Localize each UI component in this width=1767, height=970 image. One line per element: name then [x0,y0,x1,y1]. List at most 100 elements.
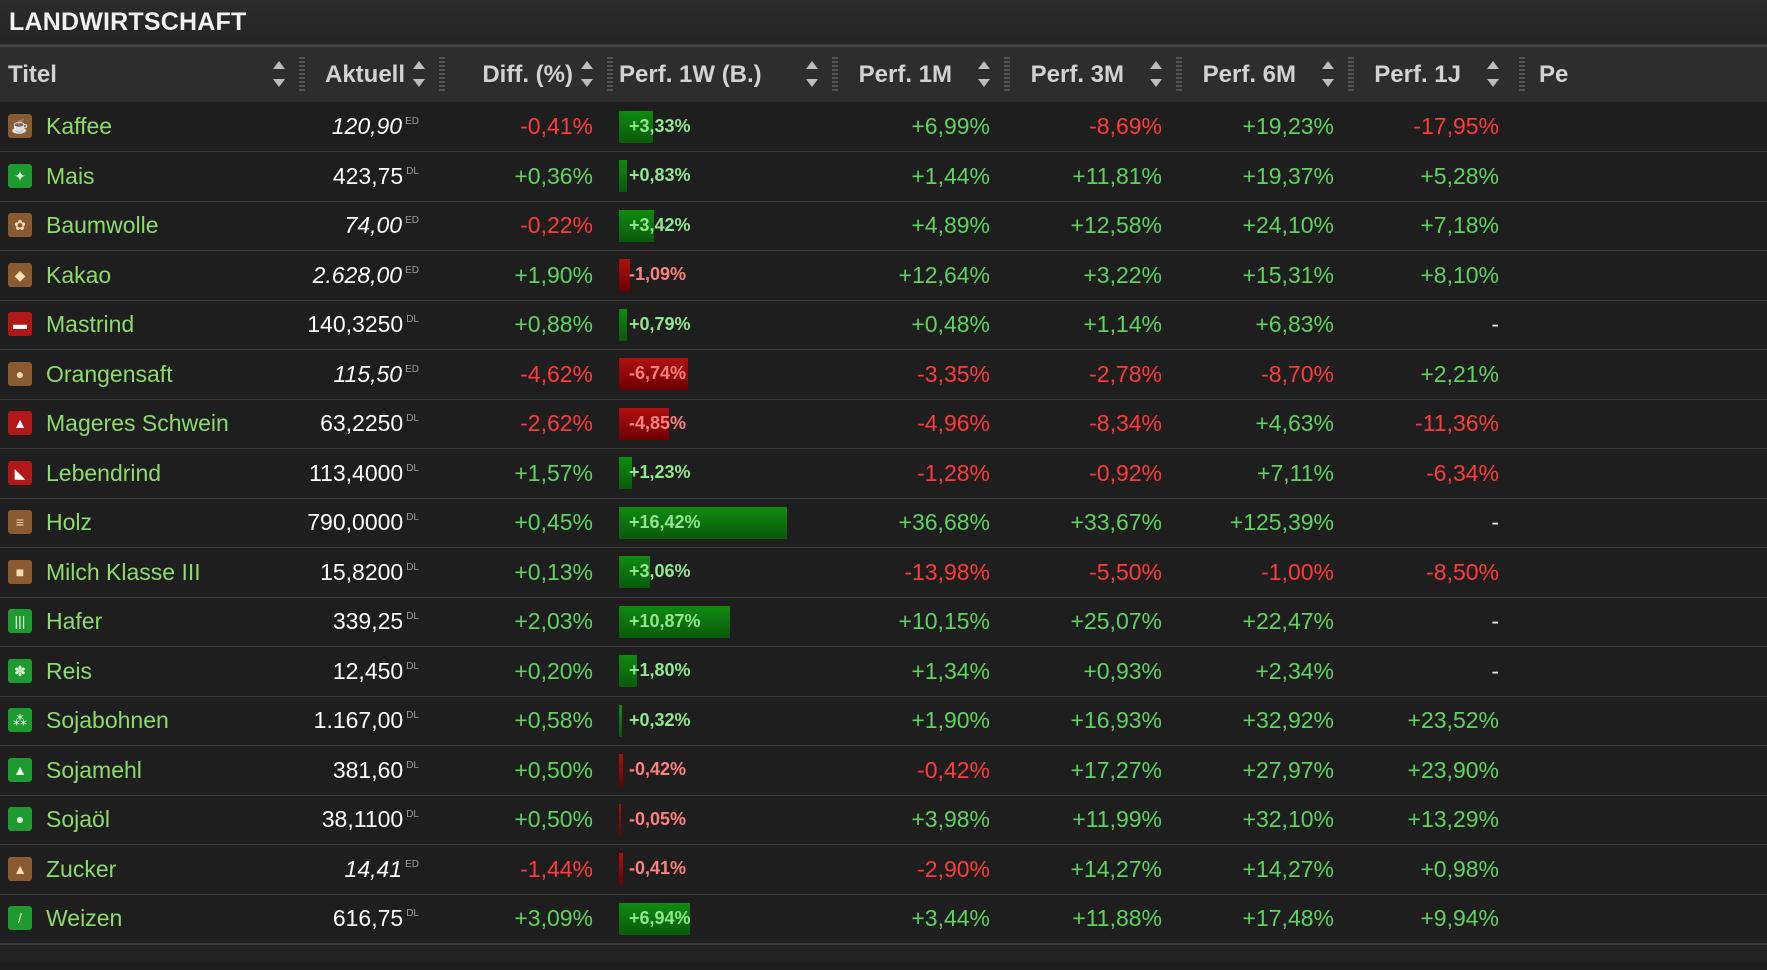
column-resize-grip-icon[interactable] [439,57,445,91]
column-resize-grip-icon[interactable] [1176,57,1182,91]
table-row[interactable]: ☕ Kaffee 120,90 ED -0,41% +3,33% +6,99% -8… [0,102,1767,152]
extra-column-cell [1509,300,1767,350]
sort-arrows-icon[interactable] [1150,61,1162,87]
exchange-badge: DL [406,660,419,672]
commodity-name-link[interactable]: Reis [46,657,93,684]
soymeal-icon: ▲ [8,757,32,782]
column-header-perf-1m[interactable]: Perf. 1M [828,45,1000,102]
commodity-name-cell[interactable]: ✦ Mais [0,152,295,202]
column-header-diff[interactable]: Diff. (%) [435,45,603,102]
perf-3m: +1,14% [1083,311,1162,338]
commodity-name-link[interactable]: Sojabohnen [46,707,169,734]
column-header-perf-6m[interactable]: Perf. 6M [1172,45,1344,102]
commodity-name-cell[interactable]: ◣ Lebendrind [0,449,295,499]
column-header-perf-1j[interactable]: Perf. 1J [1344,45,1509,102]
perf-1w-cell: -0,05% [603,795,828,845]
table-row[interactable]: ✦ Mais 423,75 DL +0,36% +0,83% +1,44% +11,… [0,152,1767,202]
column-resize-grip-icon[interactable] [607,57,613,91]
diff-percent: -0,22% [520,212,593,239]
column-header-perf-1w[interactable]: Perf. 1W (B.) [603,45,828,102]
column-header-aktuell[interactable]: Aktuell [295,45,435,102]
commodity-name-cell[interactable]: ▲ Sojamehl [0,746,295,796]
sort-arrows-icon[interactable] [806,61,818,87]
sort-arrows-icon[interactable] [1322,61,1334,87]
commodity-name-link[interactable]: Milch Klasse III [46,558,201,585]
current-price-cell: 14,41 ED [295,845,435,895]
table-row[interactable]: ⁂ Sojabohnen 1.167,00 DL +0,58% +0,32% +1,… [0,696,1767,746]
column-label: Perf. 6M [1202,60,1296,88]
perf-1j: -11,36% [1415,410,1499,437]
column-resize-grip-icon[interactable] [1004,57,1010,91]
perf-6m: +2,34% [1255,657,1334,684]
sort-arrows-icon[interactable] [1487,61,1499,87]
current-price-cell: 63,2250 DL [295,399,435,449]
exchange-badge: DL [406,413,419,425]
extra-column-cell [1509,597,1767,647]
column-resize-grip-icon[interactable] [832,57,838,91]
commodity-name-cell[interactable]: ■ Milch Klasse III [0,548,295,598]
table-row[interactable]: ▬ Mastrind 140,3250 DL +0,88% +0,79% +0,48… [0,300,1767,350]
current-price-cell: 115,50 ED [295,350,435,400]
commodity-name-link[interactable]: Baumwolle [46,212,159,239]
commodity-name-cell[interactable]: ||| Hafer [0,597,295,647]
commodity-name-link[interactable]: Mageres Schwein [46,410,229,437]
commodity-name-link[interactable]: Kakao [46,261,112,288]
table-row[interactable]: / Weizen 616,75 DL +3,09% +6,94% +3,44% +1… [0,894,1767,944]
perf-1w-label: +0,32% [629,709,691,730]
commodity-name-cell[interactable]: ● Orangensaft [0,350,295,400]
commodity-name-cell[interactable]: / Weizen [0,894,295,944]
perf-1m: +1,90% [911,707,990,734]
perf-3m: +3,22% [1083,261,1162,288]
commodity-name-cell[interactable]: ✿ Baumwolle [0,201,295,251]
table-row[interactable]: ✽ Reis 12,450 DL +0,20% +1,80% +1,34% +0,9… [0,647,1767,697]
commodity-name-cell[interactable]: ✽ Reis [0,647,295,697]
table-row[interactable]: ◆ Kakao 2.628,00 ED +1,90% -1,09% +12,64% … [0,251,1767,301]
table-row[interactable]: ◣ Lebendrind 113,4000 DL +1,57% +1,23% -1,… [0,449,1767,499]
commodity-name-cell[interactable]: ≡ Holz [0,498,295,548]
table-row[interactable]: ● Orangensaft 115,50 ED -4,62% -6,74% -3,3… [0,350,1767,400]
sort-arrows-icon[interactable] [413,61,425,87]
commodity-name-link[interactable]: Mais [46,162,95,189]
column-resize-grip-icon[interactable] [299,57,305,91]
commodity-name-link[interactable]: Zucker [46,855,117,882]
commodity-name-cell[interactable]: ▬ Mastrind [0,300,295,350]
commodity-name-link[interactable]: Sojamehl [46,756,142,783]
perf-1w-cell: +1,23% [603,449,828,499]
commodity-name-cell[interactable]: ☕ Kaffee [0,102,295,152]
table-row[interactable]: ▲ Sojamehl 381,60 DL +0,50% -0,42% -0,42% … [0,746,1767,796]
table-row[interactable]: ≡ Holz 790,0000 DL +0,45% +16,42% +36,68% … [0,498,1767,548]
extra-column-cell [1509,449,1767,499]
current-price-cell: 2.628,00 ED [295,251,435,301]
column-resize-grip-icon[interactable] [1519,57,1525,91]
sort-arrows-icon[interactable] [581,61,593,87]
commodity-name-link[interactable]: Orangensaft [46,360,173,387]
perf-1m: -2,90% [917,855,990,882]
table-row[interactable]: ▲ Mageres Schwein 63,2250 DL -2,62% -4,85%… [0,399,1767,449]
perf-1w-label: +0,79% [629,313,691,334]
commodity-name-link[interactable]: Weizen [46,905,123,932]
commodity-name-cell[interactable]: ● Sojaöl [0,795,295,845]
commodity-name-link[interactable]: Hafer [46,608,103,635]
sort-arrows-icon[interactable] [978,61,990,87]
column-header-extra[interactable]: Pe [1509,45,1767,102]
column-header-perf-3m[interactable]: Perf. 3M [1000,45,1172,102]
commodity-name-cell[interactable]: ⁂ Sojabohnen [0,696,295,746]
table-row[interactable]: ▲ Zucker 14,41 ED -1,44% -0,41% -2,90% +14… [0,845,1767,895]
table-row[interactable]: ● Sojaöl 38,1100 DL +0,50% -0,05% +3,98% +… [0,795,1767,845]
commodity-name-cell[interactable]: ▲ Zucker [0,845,295,895]
commodity-name-link[interactable]: Sojaöl [46,806,110,833]
commodity-name-link[interactable]: Holz [46,509,93,536]
commodity-name-link[interactable]: Mastrind [46,311,135,338]
table-row[interactable]: ✿ Baumwolle 74,00 ED -0,22% +3,42% +4,89% … [0,201,1767,251]
commodity-name-cell[interactable]: ◆ Kakao [0,251,295,301]
table-row[interactable]: ||| Hafer 339,25 DL +2,03% +10,87% +10,15%… [0,597,1767,647]
commodity-name-link[interactable]: Lebendrind [46,459,162,486]
perf-1w-bar [619,704,623,737]
column-resize-grip-icon[interactable] [1348,57,1354,91]
column-header-titel[interactable]: Titel [0,45,295,102]
table-row[interactable]: ■ Milch Klasse III 15,8200 DL +0,13% +3,06… [0,548,1767,598]
commodity-name-link[interactable]: Kaffee [46,113,113,139]
commodity-name-cell[interactable]: ▲ Mageres Schwein [0,399,295,449]
perf-6m: +19,23% [1242,113,1334,139]
sort-arrows-icon[interactable] [273,61,285,87]
